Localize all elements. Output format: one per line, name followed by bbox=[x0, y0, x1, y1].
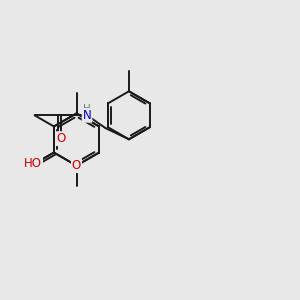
Text: O: O bbox=[28, 158, 37, 171]
Text: O: O bbox=[56, 132, 65, 145]
Text: H: H bbox=[83, 104, 91, 114]
Text: N: N bbox=[82, 109, 91, 122]
Text: HO: HO bbox=[24, 157, 42, 170]
Text: O: O bbox=[72, 159, 81, 172]
